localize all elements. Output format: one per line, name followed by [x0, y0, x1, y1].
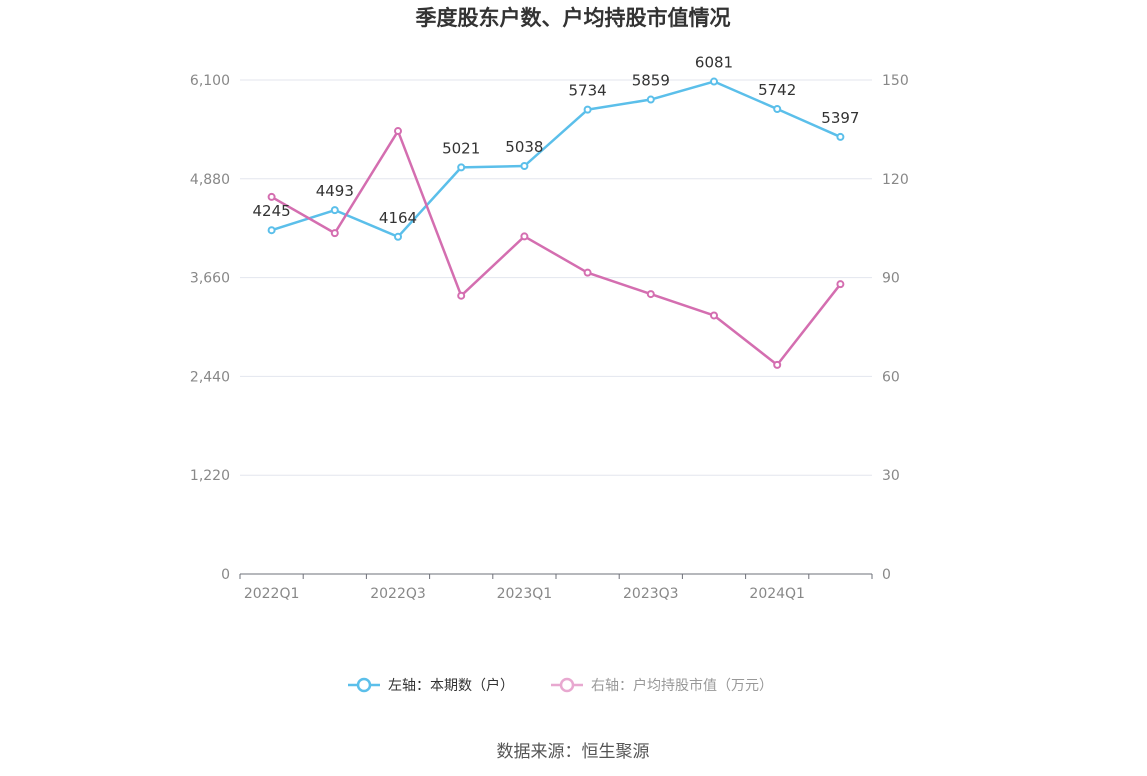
source-note: 数据来源：恒生聚源 — [497, 742, 650, 762]
legend[interactable]: 左轴：本期数（户） 右轴：户均持股市值（万元） — [348, 677, 773, 694]
right-tick-label: 150 — [882, 73, 909, 89]
x-tick-label: 2024Q1 — [749, 586, 805, 602]
left-tick-label: 2,440 — [190, 369, 230, 385]
chart-title: 季度股东户数、户均持股市值情况 — [416, 6, 731, 30]
series-line-left — [271, 80, 841, 239]
data-point-left — [710, 77, 718, 86]
right-tick-label: 0 — [882, 567, 891, 583]
data-point-left — [773, 104, 782, 113]
data-point-left — [520, 162, 529, 171]
left-tick-label: 4,880 — [190, 172, 230, 188]
data-label: 5734 — [569, 82, 607, 100]
right-axis: 0 30 60 90 120 150 — [882, 73, 909, 583]
legend-label: 右轴：户均持股市值（万元） — [591, 677, 773, 694]
x-tick-label: 2023Q3 — [623, 586, 679, 602]
data-labels: 4245 4493 4164 5021 5038 5734 5859 6081 5742 5397 — [253, 54, 860, 227]
data-label: 5397 — [821, 109, 859, 127]
data-label: 6081 — [695, 54, 733, 72]
data-label: 5021 — [442, 139, 480, 157]
left-tick-label: 6,100 — [190, 73, 230, 89]
data-point-left — [457, 163, 466, 172]
data-label: 5859 — [632, 72, 670, 90]
data-point-left — [330, 206, 339, 215]
right-tick-label: 90 — [882, 271, 900, 287]
x-axis: 2022Q1 2022Q3 2023Q1 2023Q3 2024Q1 — [239, 573, 873, 602]
data-point-right — [710, 311, 718, 320]
data-point-right — [646, 290, 655, 299]
data-point-right — [457, 291, 466, 300]
data-point-right — [520, 232, 529, 241]
series-line-right — [270, 129, 842, 367]
legend-marker — [559, 677, 575, 693]
data-point-right — [583, 268, 592, 277]
right-tick-label: 120 — [882, 172, 909, 188]
data-label: 4245 — [253, 202, 291, 220]
x-tick-label: 2023Q1 — [497, 586, 553, 602]
data-point-left — [836, 132, 845, 141]
data-label: 4493 — [316, 182, 354, 200]
data-point-left — [267, 226, 276, 235]
left-tick-label: 1,220 — [190, 468, 230, 484]
left-tick-label: 0 — [221, 567, 230, 583]
data-label: 5742 — [758, 81, 796, 99]
right-tick-label: 60 — [882, 369, 900, 385]
legend-item-right[interactable]: 右轴：户均持股市值（万元） — [551, 677, 773, 694]
data-point-right — [330, 229, 339, 238]
legend-label: 左轴：本期数（户） — [388, 677, 514, 694]
data-point-left — [583, 105, 592, 114]
data-point-right — [773, 360, 782, 369]
data-point-left — [646, 95, 655, 104]
data-label: 4164 — [379, 209, 417, 227]
data-point-right — [394, 127, 402, 136]
data-label: 5038 — [505, 138, 543, 156]
x-tick-label: 2022Q1 — [244, 586, 300, 602]
x-tick-label: 2022Q3 — [370, 586, 426, 602]
data-point-right — [836, 280, 845, 289]
data-point-left — [394, 232, 402, 241]
grid-lines — [240, 79, 872, 476]
left-axis: 0 1,220 2,440 3,660 4,880 6,100 — [190, 73, 230, 583]
legend-marker — [356, 677, 372, 693]
data-point-right — [267, 192, 276, 201]
left-tick-label: 3,660 — [190, 271, 230, 287]
legend-item-left[interactable]: 左轴：本期数（户） — [348, 677, 514, 694]
right-tick-label: 30 — [882, 468, 900, 484]
series — [267, 77, 845, 369]
